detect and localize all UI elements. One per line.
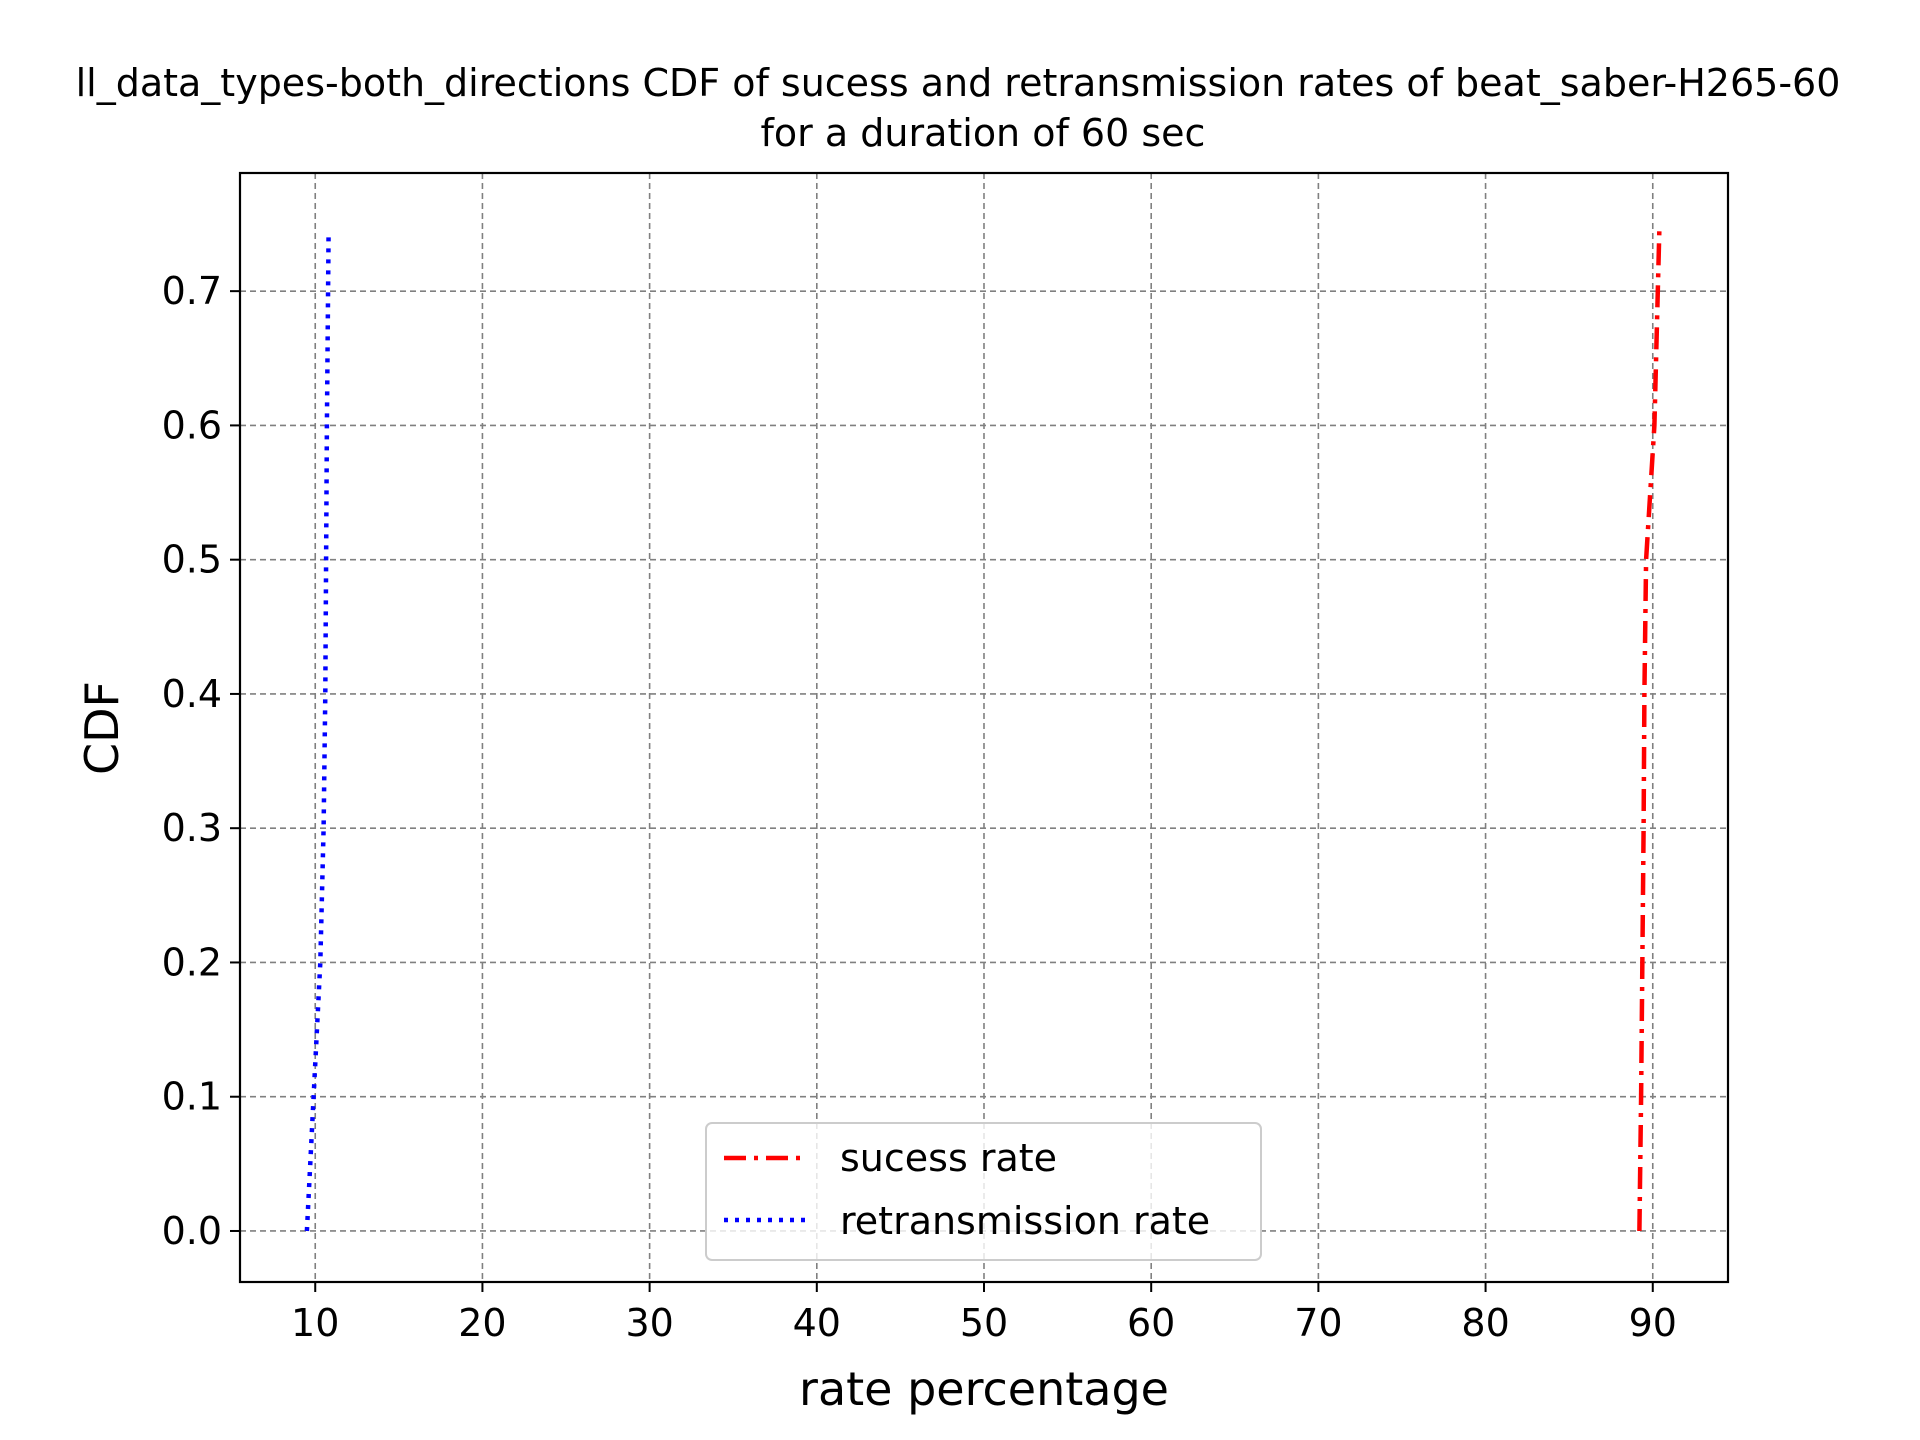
chart-title-line1: ll_data_types-both_directions CDF of suc…	[76, 61, 1841, 105]
x-tick-label: 50	[960, 1301, 1008, 1345]
y-tick-label: 0.0	[162, 1209, 222, 1253]
x-axis-label: rate percentage	[799, 1362, 1169, 1416]
x-tick-label: 70	[1294, 1301, 1342, 1345]
series-line-1	[304, 230, 331, 1232]
x-tick-label: 20	[458, 1301, 506, 1345]
y-tick-label: 0.2	[162, 940, 222, 984]
y-axis-label: CDF	[75, 681, 129, 775]
y-tick-label: 0.5	[162, 538, 222, 582]
series-line-0	[1637, 223, 1662, 1232]
grid	[240, 173, 1728, 1282]
x-tick-label: 30	[625, 1301, 673, 1345]
x-tick-label: 40	[793, 1301, 841, 1345]
x-tick-label: 60	[1127, 1301, 1175, 1345]
legend-label-sucess-rate: sucess rate	[840, 1136, 1057, 1180]
legend-label-retransmission-rate: retransmission rate	[840, 1199, 1210, 1243]
chart-title-line2: for a duration of 60 sec	[761, 111, 1206, 155]
y-tick-label: 0.4	[162, 672, 222, 716]
y-axis-ticks: 0.0 0.1 0.2 0.3 0.4 0.5 0.6 0.7	[162, 269, 240, 1253]
x-tick-label: 10	[291, 1301, 339, 1345]
x-axis-ticks: 10 20 30 40 50 60 70 80 90	[291, 1282, 1677, 1345]
y-tick-label: 0.7	[162, 269, 222, 313]
y-tick-label: 0.3	[162, 806, 222, 850]
series-lines	[304, 223, 1662, 1232]
x-tick-label: 90	[1629, 1301, 1677, 1345]
x-tick-label: 80	[1461, 1301, 1509, 1345]
legend: sucess rate retransmission rate	[705, 1122, 1262, 1261]
y-tick-label: 0.1	[162, 1075, 222, 1119]
y-tick-label: 0.6	[162, 403, 222, 447]
legend-box	[705, 1122, 1262, 1261]
